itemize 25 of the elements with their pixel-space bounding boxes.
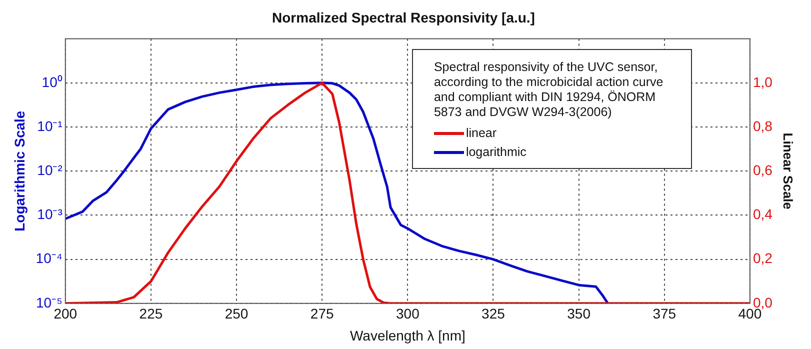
x-tick-label: 225 bbox=[139, 306, 163, 322]
y2-tick-label: 0,2 bbox=[752, 250, 773, 266]
y-tick-label: 10⁻¹ bbox=[37, 118, 63, 134]
y-tick-label: 10⁻⁴ bbox=[36, 250, 62, 266]
annotation: Spectral responsivity of the UVC sensor, according to the microbicidal action curve and compliant with DIN 19294, ÖNORM 5873 and DVGW W294-3(2006) bbox=[434, 60, 664, 120]
x-axis-title: Wavelength λ [nm] bbox=[350, 327, 466, 344]
x-tick-label: 375 bbox=[652, 306, 676, 322]
x-tick-label: 275 bbox=[310, 306, 334, 322]
y2-tick-label: 0,4 bbox=[752, 206, 773, 222]
y-tick-label: 10⁻² bbox=[37, 162, 63, 178]
y2-tick-label: 0,0 bbox=[752, 294, 773, 310]
y2-tick-label: 0,6 bbox=[752, 162, 773, 178]
chart-title: Normalized Spectral Responsivity [a.u.] bbox=[272, 9, 535, 26]
x-tick-label: 300 bbox=[396, 306, 420, 322]
y2-tick-label: 1,0 bbox=[752, 74, 773, 90]
y-tick-label: 10⁰ bbox=[42, 74, 62, 90]
legend-label: linear bbox=[466, 126, 497, 141]
x-tick-label: 250 bbox=[224, 306, 248, 322]
y-tick-label: 10⁻³ bbox=[37, 206, 63, 222]
legend-label: logarithmic bbox=[466, 144, 526, 160]
x-tick-label: 325 bbox=[482, 306, 506, 322]
x-tick-label: 350 bbox=[567, 306, 591, 322]
y2-tick-label: 0,8 bbox=[752, 118, 773, 134]
y-axis-title: Logarithmic Scale bbox=[11, 110, 28, 232]
y2-axis-title: Linear Scale bbox=[780, 132, 796, 210]
